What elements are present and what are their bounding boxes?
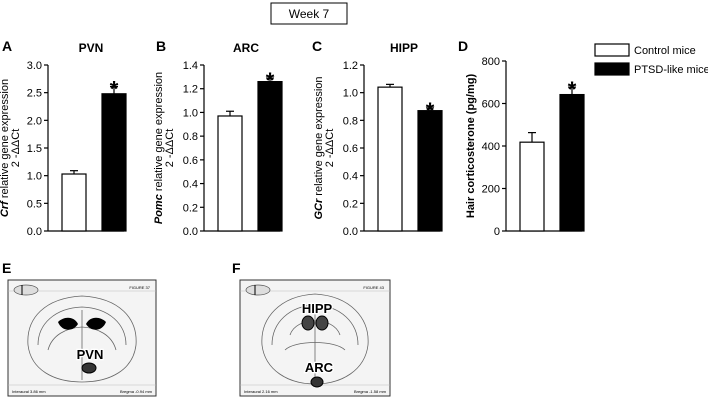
y-axis-label-gene: GCr (313, 198, 325, 220)
legend-swatch-ptsd (594, 62, 630, 76)
y-tick-label: 0 (494, 226, 500, 238)
panel-letter: C (312, 38, 322, 54)
arc-region-marker (310, 376, 324, 388)
bar-control (217, 115, 243, 232)
y-axis-label-formula: 2 -ΔΔCt (10, 129, 22, 168)
panel-letter-f: F (232, 260, 241, 276)
y-tick-label: 0.0 (27, 226, 42, 238)
atlas-header-e: FIGURE 37 (129, 285, 150, 290)
significance-marker: * (426, 98, 435, 123)
y-tick-label: 0.5 (27, 198, 42, 210)
significance-marker: * (110, 77, 119, 102)
y-axis-label: GCr relative gene expression (313, 76, 325, 219)
pvn-region-marker (81, 362, 97, 374)
panel-letter: D (458, 38, 468, 54)
y-tick-label: 1.4 (183, 60, 198, 72)
figure-title: Week 7 (289, 7, 330, 21)
hipp-region-marker-left (301, 315, 315, 331)
bar-ptsd (257, 80, 283, 232)
bar-control (519, 141, 545, 232)
atlas-footer-right-e: Bregma -0.94 mm (120, 389, 153, 394)
y-axis-label: Pomc relative gene expression (153, 72, 165, 224)
y-tick-label: 800 (482, 56, 500, 68)
y-tick-label: 0.0 (183, 226, 198, 238)
y-axis-label-text: relative gene expression (313, 76, 325, 198)
y-tick-label: 1.2 (183, 84, 198, 96)
y-tick-label: 200 (482, 184, 500, 196)
bar-ptsd (101, 93, 127, 232)
y-tick-label: 0.0 (343, 226, 358, 238)
y-tick-label: 3.0 (27, 60, 42, 72)
significance-marker: * (568, 77, 577, 102)
chart-title: ARC (233, 41, 259, 55)
y-axis-label-text: relative gene expression (0, 79, 11, 201)
chart-a-pvn: A PVN 0.0 0.5 1.0 1.5 2.0 2.5 3.0 Crf relative ge… (0, 38, 127, 238)
panel-letter: B (156, 38, 166, 54)
legend: Control mice PTSD-like mice (594, 43, 708, 76)
panel-letter-e: E (2, 260, 11, 276)
y-axis-label-text: relative gene expression (153, 72, 165, 194)
y-tick-label: 0.2 (343, 198, 358, 210)
panel-letter: A (2, 38, 12, 54)
bar-control (61, 173, 87, 232)
y-tick-label: 1.0 (27, 171, 42, 183)
y-tick-label: 0.8 (183, 131, 198, 143)
chart-title: HIPP (390, 41, 418, 55)
significance-marker: * (266, 68, 275, 93)
brain-outline-f (261, 293, 369, 385)
y-tick-label: 0.6 (343, 143, 358, 155)
y-axis-label-gene: Crf (0, 200, 11, 217)
region-label-arc: ARC (305, 360, 334, 375)
legend-label-ptsd: PTSD-like mice (634, 64, 708, 76)
bar-ptsd (417, 110, 443, 232)
figure-title-box (270, 2, 348, 25)
atlas-footer-right-f: Bregma -1.58 mm (354, 389, 387, 394)
y-tick-label: 0.2 (183, 202, 198, 214)
y-tick-label: 1.2 (343, 60, 358, 72)
brain-outline-e (27, 295, 137, 383)
brain-atlas-f: FIGURE 43 HIPP ARC Interaural 2.16 mm Br… (239, 279, 391, 397)
y-tick-label: 0.6 (183, 155, 198, 167)
atlas-footer-left-f: Interaural 2.16 mm (244, 389, 278, 394)
y-tick-label: 400 (482, 141, 500, 153)
y-tick-label: 0.8 (343, 115, 358, 127)
y-tick-label: 0.4 (183, 179, 198, 191)
y-tick-label: 2.5 (27, 88, 42, 100)
y-tick-label: 1.0 (343, 88, 358, 100)
y-axis-label: Crf relative gene expression (0, 79, 11, 217)
y-axis-label-gene: Pomc (153, 194, 165, 224)
y-tick-label: 1.0 (183, 107, 198, 119)
mini-brain-icon (245, 284, 271, 296)
atlas-header-f: FIGURE 43 (363, 285, 384, 290)
y-tick-label: 1.5 (27, 143, 42, 155)
chart-b-arc: B ARC 0.0 0.2 0.4 0.6 0.8 1.0 1.2 1.4 Pomc relativ… (153, 38, 283, 238)
brain-atlas-e: FIGURE 37 PVN Interaural 3.86 mm Bregma … (7, 279, 157, 397)
bar-ptsd (559, 93, 585, 232)
y-tick-label: 600 (482, 99, 500, 111)
atlas-footer-left-e: Interaural 3.86 mm (12, 389, 46, 394)
y-axis-label-formula: 2 -ΔΔCt (324, 129, 336, 168)
region-label-hipp: HIPP (302, 301, 333, 316)
bar-control (377, 86, 403, 232)
y-axis-label: Hair corticosterone (pg/mg) (465, 74, 477, 219)
chart-title: PVN (79, 41, 104, 55)
y-tick-label: 0.4 (343, 171, 358, 183)
hipp-region-marker-right (315, 315, 329, 331)
chart-c-hipp: C HIPP 0.0 0.2 0.4 0.6 0.8 1.0 1.2 GCr relative g… (312, 38, 443, 238)
legend-label-control: Control mice (634, 45, 696, 57)
y-axis-label-formula: 2 -ΔΔCt (164, 129, 176, 168)
y-tick-label: 2.0 (27, 115, 42, 127)
chart-d-hair-corticosterone: D 0 200 400 600 800 Hair corticosterone (pg/mg… (458, 38, 585, 238)
mini-brain-icon (13, 284, 39, 296)
legend-swatch-control (594, 43, 630, 57)
region-label-pvn: PVN (77, 347, 104, 362)
